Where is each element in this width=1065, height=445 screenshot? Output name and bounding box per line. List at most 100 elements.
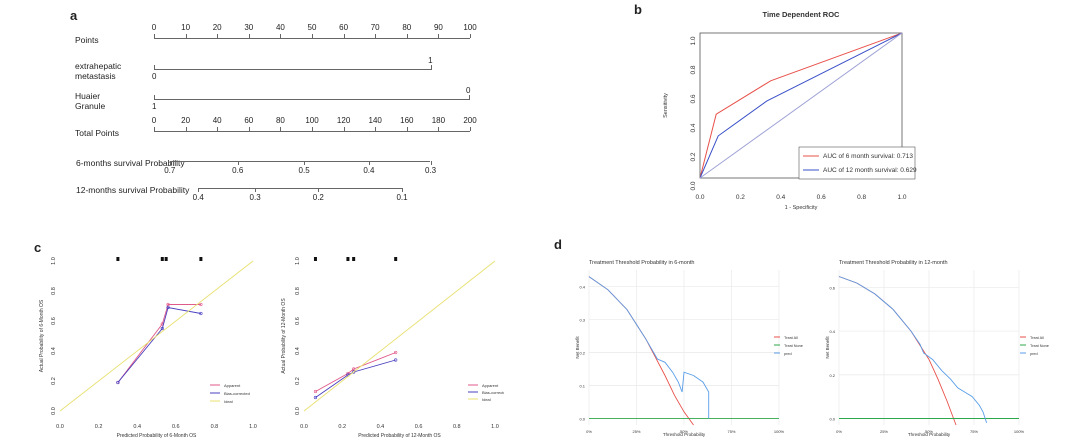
nomogram-tick [470,127,471,131]
nomogram-row-label: Points [75,35,99,45]
rug-mark [352,257,356,261]
rug-mark [313,257,317,261]
nomogram-tick [280,34,282,38]
nomogram-tick [406,127,408,131]
nomogram-tick-label: 70 [370,23,380,32]
y-tick-label: 1.0 [51,257,57,265]
decision-curve-6-month-chart: 0% 25% 50% 75% 100% 0.4 0.3 0.2 0.1 0.0 Treatment … [575,260,803,437]
chart-title: Treatment Threshold Probability in 6-mon… [589,260,694,266]
x-tick-label: 25% [880,429,888,434]
x-tick-label: 0.2 [338,424,346,430]
nomogram-row-label: 12-months survival Probability [76,185,190,195]
y-axis-label: Actual Probability of 12-Month OS [281,298,287,374]
nomogram-tick [343,34,345,38]
y-tick-label: 0.0 [51,407,57,415]
data-point [160,326,164,331]
y-tick-label: 0.0 [690,181,697,190]
nomogram-tick-label: 180 [431,116,446,125]
nomogram-level-label: 1 [152,102,157,111]
y-tick-label: 0.0 [579,416,585,421]
legend-label: Apparent [482,383,499,388]
nomogram-panel: Points 0 10 20 30 40 50 60 70 80 90 100 extrahepatic… [0,0,560,230]
nomogram-tick-label: 40 [212,116,222,125]
nomogram-tick [248,127,250,131]
nomogram-tick [368,161,370,165]
data-point [394,358,398,362]
x-tick-label: 0.8 [857,194,866,201]
x-tick-label: 0% [586,429,592,434]
x-axis-label: Predicted Probability of 12-Month OS [358,433,441,439]
nomogram-tick [255,188,257,192]
rug-mark [116,257,120,261]
legend-label: AUC of 6 month survival: 0.713 [823,153,913,160]
legend-label: Apparent [224,383,241,388]
x-axis-label: Threshold Probability [908,432,951,437]
data-point [116,380,120,385]
nomogram-row-label: extrahepatic metastasis [75,61,122,81]
data-point [313,395,318,400]
x-tick-label: 0.4 [133,424,141,430]
nomogram-tick [438,34,440,38]
nomogram-tick [154,65,155,69]
calibration-6-month-chart: 0.0 0.2 0.4 0.6 0.8 1.0 0.0 0.2 0.4 0.6 0.8 1.0 Pred… [39,257,257,439]
y-tick-label: 0.8 [51,287,57,295]
y-tick-label: 0.1 [579,383,585,388]
nomogram-level-label: 0 [466,86,471,95]
nomogram-row-label: Total Points [75,128,119,138]
nomogram-tick [318,188,320,192]
y-tick-label: 0.4 [829,329,835,334]
x-tick-label: 1.0 [897,194,906,201]
nomogram-row-label: Huaier Granule [75,91,106,111]
nomogram-tick-label: 120 [336,116,351,125]
nomogram-probability-axis [198,188,403,189]
x-tick-label: 0.8 [211,424,219,430]
nomogram-tick [312,34,313,38]
nomogram-tick-label: 30 [244,23,254,32]
x-tick-label: 0.4 [377,424,385,430]
nomogram-tick [154,95,155,99]
nomogram-tick [198,188,200,192]
x-tick-label: 0.6 [817,194,826,201]
nomogram-tick [280,127,282,131]
y-tick-label: 1.0 [295,257,301,265]
legend-label: Bias-corrected [482,390,504,395]
nomogram-tick [217,127,219,131]
nomogram-tick-label: 10 [181,23,191,32]
data-point [166,305,170,310]
nomogram-axis [154,131,470,132]
nomogram-level-label: 0 [152,72,157,81]
nomogram-tick-label: 160 [400,116,414,125]
nomogram-tick-label: 0 [151,23,157,32]
y-axis-label: Sensitivity [663,93,669,118]
x-tick-label: 100% [774,429,785,434]
calibration-12-month-chart: 0.0 0.2 0.4 0.6 0.8 1.0 0.0 0.2 0.4 0.6 0.8 1.0 Pred… [281,257,504,439]
y-tick-label: 0.6 [690,94,697,103]
nomogram-tick [185,34,187,38]
y-tick-label: 0.6 [51,317,57,325]
nomogram-tick [438,127,440,131]
panel-label-c: c [34,240,42,255]
x-tick-label: 50% [925,429,933,434]
x-tick-label: 0.6 [415,424,423,430]
series-line [699,32,903,179]
chart-title: Treatment Threshold Probability in 12-mo… [839,260,948,266]
series-line [588,276,694,426]
nomogram-variable-line [154,99,470,100]
y-axis-label: Net Benefit [825,336,830,359]
y-axis-label: Net Benefit [575,336,580,359]
rug-mark [199,257,203,261]
x-tick-label: 100% [1014,429,1025,434]
legend-label: Treat All [1030,336,1044,340]
nomogram-tick-label: 0.3 [424,166,437,175]
x-tick-label: 1.0 [249,424,257,430]
nomogram-tick-label: 0.3 [249,193,261,202]
nomogram-tick [431,65,433,69]
nomogram-tick [375,34,377,38]
nomogram-tick-label: 140 [368,116,382,125]
x-tick-label: 0.0 [300,424,308,430]
y-tick-label: 1.0 [690,36,697,45]
series-line [59,260,254,412]
nomogram-tick-label: 0.1 [396,193,408,202]
y-tick-label: 0.3 [579,317,585,322]
y-tick-label: 0.0 [829,416,835,421]
